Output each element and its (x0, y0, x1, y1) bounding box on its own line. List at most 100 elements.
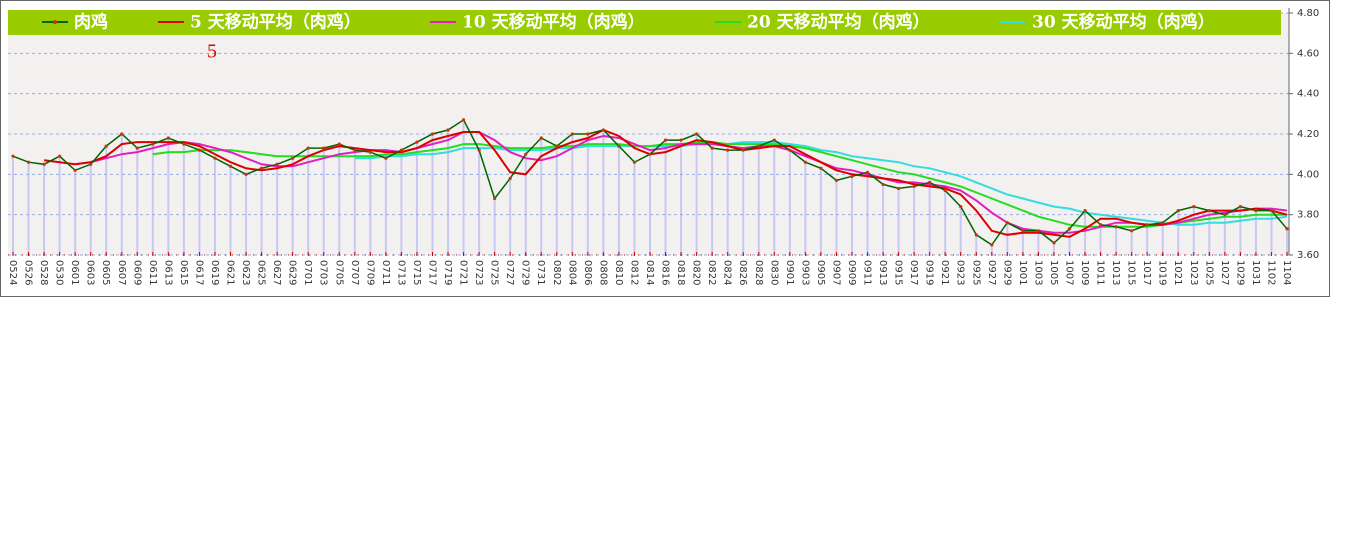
point (73, 168, 77, 172)
bar (1239, 206, 1242, 255)
bar (291, 158, 294, 255)
point (1067, 227, 1072, 231)
lines (11, 118, 1289, 247)
point (1052, 241, 1056, 245)
series-line (354, 141, 1288, 226)
x-tick-label: 1023 (1188, 260, 1199, 285)
point (446, 128, 450, 132)
bar (1115, 226, 1118, 255)
point (959, 205, 963, 209)
bar (1068, 228, 1071, 255)
x-tick-label: 0802 (551, 260, 562, 285)
x-tick-label: 0731 (535, 260, 546, 285)
point (850, 174, 854, 178)
point (415, 140, 419, 144)
x-tick-label: 0615 (178, 260, 189, 285)
x-tick-label: 0717 (426, 260, 437, 285)
bar (27, 162, 30, 255)
bar (944, 190, 947, 255)
bar (850, 176, 853, 255)
x-tick-label: 0810 (613, 260, 624, 285)
x-tick-label: 0619 (209, 260, 220, 285)
point (632, 160, 637, 164)
x-tick-label: 1102 (1265, 260, 1276, 285)
bar (1286, 228, 1288, 255)
bar (742, 150, 745, 255)
bar (353, 150, 356, 255)
bar (617, 146, 620, 255)
bar (913, 186, 916, 255)
x-tick-label: 0603 (85, 260, 96, 285)
bar (555, 146, 558, 255)
bar (276, 164, 279, 255)
x-tick-label: 1019 (1157, 260, 1168, 285)
x-tick-label: 1007 (1063, 260, 1074, 285)
point (539, 136, 543, 140)
bar (462, 119, 465, 255)
x-tick-label: 1021 (1172, 260, 1183, 285)
y-tick-label: 4.00 (1297, 169, 1319, 180)
point (648, 152, 652, 156)
point (617, 144, 621, 148)
bar (43, 164, 46, 255)
legend: 肉鸡 5 天移动平均（肉鸡） 10 天移动平均（肉鸡） 20 天移动平均（肉鸡） 30 … (42, 12, 1215, 33)
x-tick-label: 0621 (225, 260, 236, 285)
bar (182, 144, 185, 255)
bar (89, 164, 92, 255)
point (337, 142, 341, 146)
bar (866, 172, 869, 255)
bar (586, 134, 589, 255)
plot-background (8, 13, 1289, 255)
bar (260, 168, 263, 255)
point (896, 186, 901, 191)
x-tick-label: 0820 (691, 260, 702, 285)
bar (136, 148, 139, 255)
point (601, 128, 605, 132)
bar (649, 154, 651, 255)
point (461, 118, 466, 122)
point (1130, 229, 1134, 233)
x-tick-label: 0913 (877, 260, 888, 285)
bar (602, 129, 605, 255)
x-tick-label: 0919 (924, 260, 935, 285)
bar (322, 148, 325, 255)
point (710, 146, 714, 150)
point (1223, 213, 1227, 217)
bar (105, 146, 108, 255)
bar (1037, 230, 1040, 255)
point (1021, 229, 1025, 233)
x-tick-label: 0725 (489, 260, 500, 285)
point (42, 162, 46, 166)
bar (1161, 222, 1164, 255)
bar (990, 244, 993, 255)
point (322, 146, 326, 150)
x-tick-label: 1009 (1079, 260, 1090, 285)
point (1254, 209, 1258, 213)
bar (478, 150, 481, 255)
bar (882, 184, 885, 255)
bar (58, 156, 61, 255)
bar (711, 148, 714, 255)
x-tick-label: 0925 (970, 260, 981, 285)
x-tick-label: 0524 (7, 260, 18, 285)
x-tick-label: 0701 (302, 260, 313, 285)
y-tick-label: 4.60 (1297, 48, 1319, 59)
bar (773, 140, 776, 255)
point (11, 154, 15, 158)
x-tick-label: 1017 (1141, 260, 1152, 285)
x-tick-label: 0617 (193, 260, 204, 285)
point (1098, 223, 1103, 227)
point (1083, 209, 1087, 213)
x-tick-label: 0715 (411, 260, 422, 285)
point (291, 156, 295, 160)
legend-label: 30 天移动平均（肉鸡） (1032, 12, 1215, 33)
x-tick-label: 0915 (893, 260, 904, 285)
bar (447, 129, 450, 255)
x-tick-label: 0711 (380, 260, 391, 285)
point (1161, 221, 1165, 225)
bar (431, 134, 434, 255)
point (912, 184, 916, 189)
x-tick-label: 1027 (1219, 260, 1230, 285)
legend-label: 20 天移动平均（肉鸡） (747, 12, 930, 33)
bar (12, 156, 14, 255)
